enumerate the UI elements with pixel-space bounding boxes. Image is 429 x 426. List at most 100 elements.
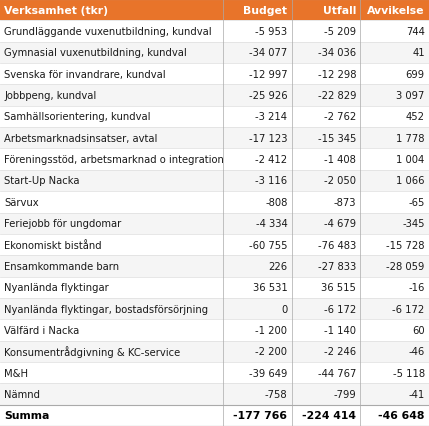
FancyBboxPatch shape <box>360 298 429 320</box>
Text: -758: -758 <box>265 389 287 399</box>
FancyBboxPatch shape <box>292 170 360 192</box>
Text: -345: -345 <box>402 219 425 229</box>
FancyBboxPatch shape <box>292 0 360 21</box>
Text: Välfärd i Nacka: Välfärd i Nacka <box>4 325 79 335</box>
FancyBboxPatch shape <box>223 277 292 298</box>
FancyBboxPatch shape <box>292 106 360 128</box>
Text: -5 118: -5 118 <box>393 368 425 378</box>
Text: -60 755: -60 755 <box>249 240 287 250</box>
FancyBboxPatch shape <box>292 277 360 298</box>
FancyBboxPatch shape <box>223 383 292 405</box>
Text: -15 728: -15 728 <box>386 240 425 250</box>
Text: -27 833: -27 833 <box>318 261 356 271</box>
FancyBboxPatch shape <box>292 320 360 341</box>
FancyBboxPatch shape <box>223 128 292 149</box>
Text: -873: -873 <box>334 197 356 207</box>
Text: Arbetsmarknadsinsatser, avtal: Arbetsmarknadsinsatser, avtal <box>4 133 158 144</box>
Text: 1 778: 1 778 <box>396 133 425 144</box>
FancyBboxPatch shape <box>223 234 292 256</box>
Text: 452: 452 <box>406 112 425 122</box>
FancyBboxPatch shape <box>223 21 292 43</box>
FancyBboxPatch shape <box>360 362 429 383</box>
FancyBboxPatch shape <box>0 256 223 277</box>
Text: 36 515: 36 515 <box>321 282 356 293</box>
Text: 36 531: 36 531 <box>253 282 287 293</box>
Text: 1 066: 1 066 <box>396 176 425 186</box>
Text: Avvikelse: Avvikelse <box>367 6 425 16</box>
Text: -5 953: -5 953 <box>255 27 287 37</box>
Text: -46 648: -46 648 <box>378 410 425 420</box>
Text: Summa: Summa <box>4 410 50 420</box>
FancyBboxPatch shape <box>0 170 223 192</box>
Text: Särvux: Särvux <box>4 197 39 207</box>
Text: -2 412: -2 412 <box>255 155 287 165</box>
Text: Ensamkommande barn: Ensamkommande barn <box>4 261 119 271</box>
Text: 41: 41 <box>412 48 425 58</box>
Text: Utfall: Utfall <box>323 6 356 16</box>
FancyBboxPatch shape <box>292 234 360 256</box>
FancyBboxPatch shape <box>292 362 360 383</box>
FancyBboxPatch shape <box>360 0 429 21</box>
FancyBboxPatch shape <box>360 128 429 149</box>
FancyBboxPatch shape <box>360 320 429 341</box>
FancyBboxPatch shape <box>292 256 360 277</box>
Text: M&H: M&H <box>4 368 28 378</box>
FancyBboxPatch shape <box>360 405 429 426</box>
Text: -76 483: -76 483 <box>318 240 356 250</box>
FancyBboxPatch shape <box>0 298 223 320</box>
FancyBboxPatch shape <box>360 383 429 405</box>
FancyBboxPatch shape <box>292 43 360 64</box>
FancyBboxPatch shape <box>360 277 429 298</box>
Text: -3 116: -3 116 <box>255 176 287 186</box>
FancyBboxPatch shape <box>0 128 223 149</box>
Text: -224 414: -224 414 <box>302 410 356 420</box>
Text: -1 408: -1 408 <box>324 155 356 165</box>
Text: Budget: Budget <box>243 6 287 16</box>
Text: 60: 60 <box>412 325 425 335</box>
FancyBboxPatch shape <box>360 64 429 85</box>
Text: Verksamhet (tkr): Verksamhet (tkr) <box>4 6 108 16</box>
Text: Ekonomiskt bistånd: Ekonomiskt bistånd <box>4 240 102 250</box>
Text: -44 767: -44 767 <box>318 368 356 378</box>
FancyBboxPatch shape <box>360 256 429 277</box>
FancyBboxPatch shape <box>0 43 223 64</box>
FancyBboxPatch shape <box>360 170 429 192</box>
FancyBboxPatch shape <box>292 64 360 85</box>
Text: Grundläggande vuxenutbildning, kundval: Grundläggande vuxenutbildning, kundval <box>4 27 212 37</box>
FancyBboxPatch shape <box>292 298 360 320</box>
Text: Jobbpeng, kundval: Jobbpeng, kundval <box>4 91 97 101</box>
Text: -4 679: -4 679 <box>324 219 356 229</box>
FancyBboxPatch shape <box>223 213 292 234</box>
Text: -16: -16 <box>408 282 425 293</box>
FancyBboxPatch shape <box>292 149 360 170</box>
Text: 0: 0 <box>281 304 287 314</box>
FancyBboxPatch shape <box>223 298 292 320</box>
Text: -6 172: -6 172 <box>324 304 356 314</box>
Text: -1 200: -1 200 <box>255 325 287 335</box>
FancyBboxPatch shape <box>0 106 223 128</box>
Text: -15 345: -15 345 <box>318 133 356 144</box>
FancyBboxPatch shape <box>292 341 360 362</box>
Text: 226: 226 <box>268 261 287 271</box>
Text: -17 123: -17 123 <box>249 133 287 144</box>
Text: -65: -65 <box>408 197 425 207</box>
Text: -2 246: -2 246 <box>324 346 356 357</box>
FancyBboxPatch shape <box>360 21 429 43</box>
FancyBboxPatch shape <box>0 320 223 341</box>
FancyBboxPatch shape <box>360 213 429 234</box>
FancyBboxPatch shape <box>223 43 292 64</box>
Text: 3 097: 3 097 <box>396 91 425 101</box>
Text: -22 829: -22 829 <box>317 91 356 101</box>
Text: -799: -799 <box>333 389 356 399</box>
Text: Konsumentrådgivning & KC-service: Konsumentrådgivning & KC-service <box>4 345 181 357</box>
FancyBboxPatch shape <box>292 85 360 106</box>
Text: Feriejobb för ungdomar: Feriejobb för ungdomar <box>4 219 121 229</box>
Text: -28 059: -28 059 <box>387 261 425 271</box>
FancyBboxPatch shape <box>292 405 360 426</box>
FancyBboxPatch shape <box>0 21 223 43</box>
FancyBboxPatch shape <box>292 128 360 149</box>
FancyBboxPatch shape <box>360 149 429 170</box>
Text: Nyanlända flyktingar, bostadsförsörjning: Nyanlända flyktingar, bostadsförsörjning <box>4 304 208 314</box>
FancyBboxPatch shape <box>292 192 360 213</box>
Text: -46: -46 <box>408 346 425 357</box>
